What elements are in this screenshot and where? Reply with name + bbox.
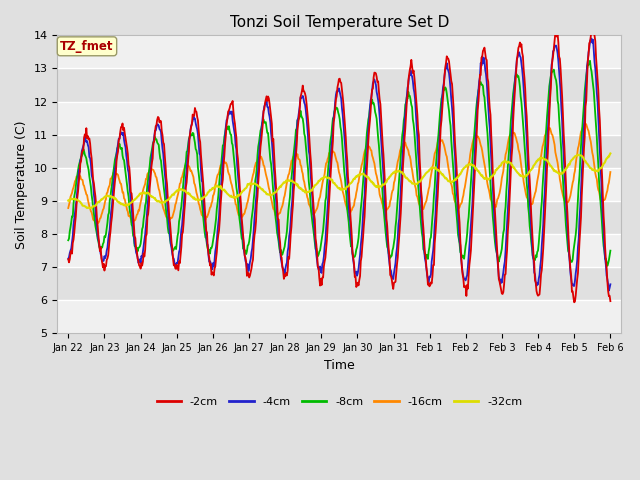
Bar	[58, 69, 621, 102]
Bar	[58, 267, 621, 300]
Bar	[58, 234, 621, 267]
Legend: -2cm, -4cm, -8cm, -16cm, -32cm: -2cm, -4cm, -8cm, -16cm, -32cm	[152, 393, 527, 411]
Text: TZ_fmet: TZ_fmet	[60, 40, 114, 53]
Bar	[58, 201, 621, 234]
X-axis label: Time: Time	[324, 359, 355, 372]
Bar	[58, 300, 621, 334]
Bar	[58, 36, 621, 69]
Title: Tonzi Soil Temperature Set D: Tonzi Soil Temperature Set D	[230, 15, 449, 30]
Bar	[58, 102, 621, 135]
Bar	[58, 168, 621, 201]
Y-axis label: Soil Temperature (C): Soil Temperature (C)	[15, 120, 28, 249]
Bar	[58, 135, 621, 168]
